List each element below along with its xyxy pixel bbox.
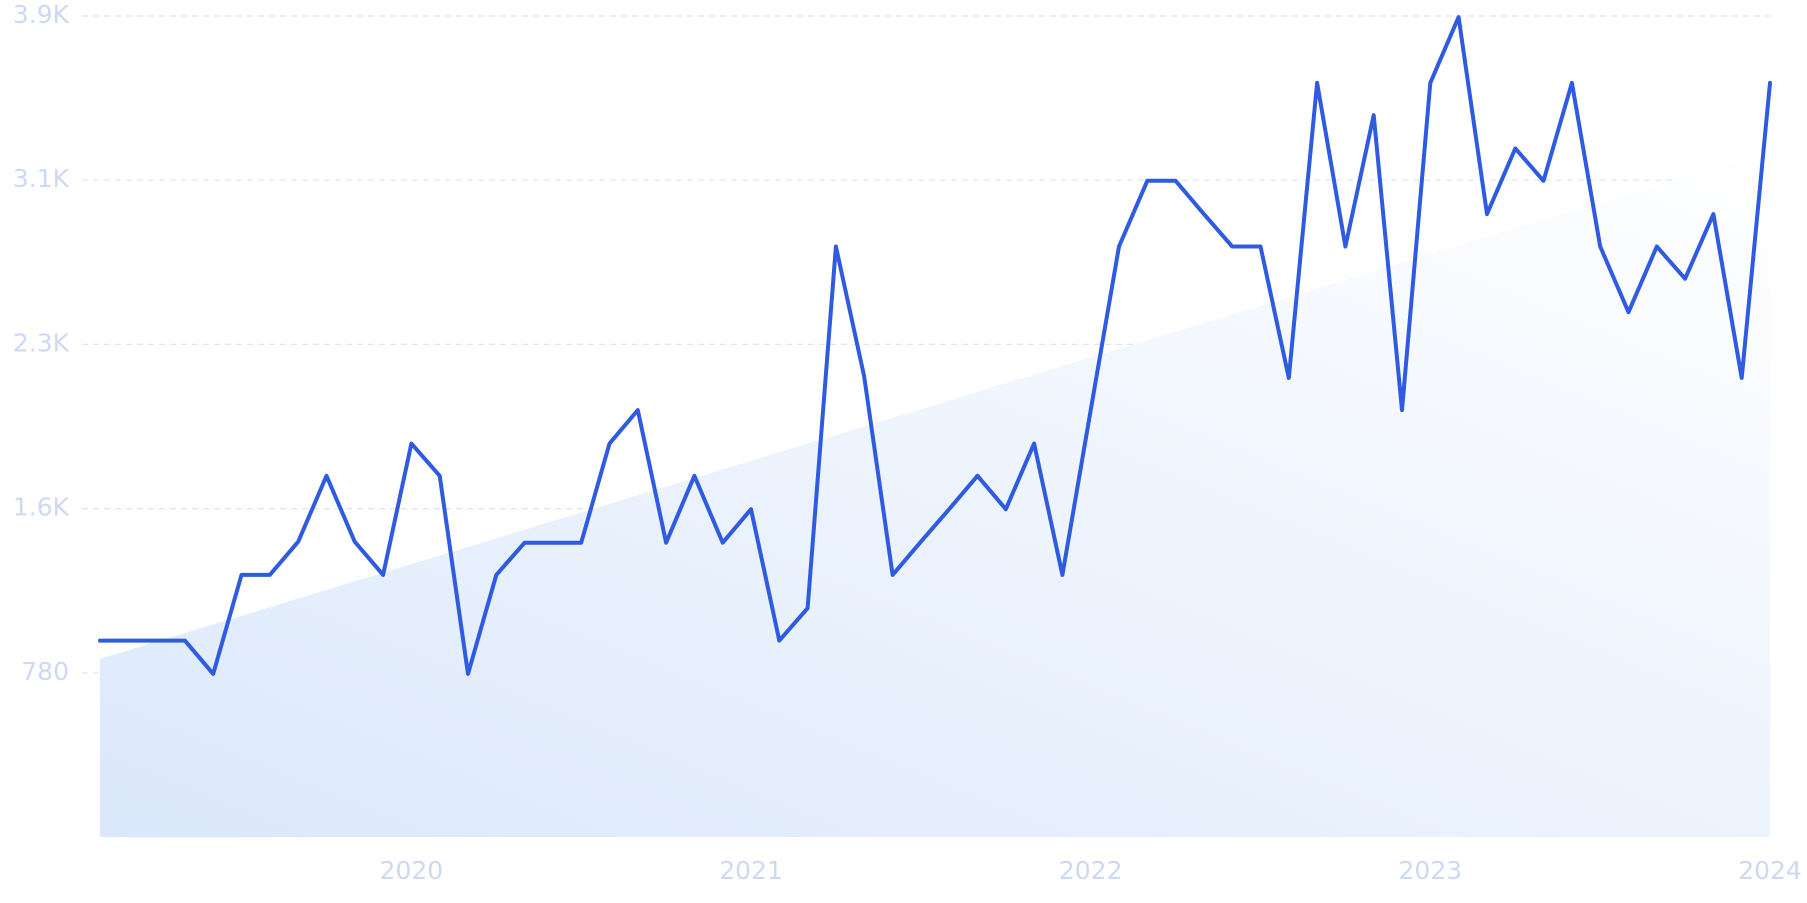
y-tick-label: 3.9K — [13, 0, 70, 29]
y-tick-label: 1.6K — [13, 493, 70, 522]
x-tick-label: 2023 — [1399, 856, 1463, 885]
y-tick-label: 3.1K — [13, 164, 70, 193]
x-tick-label: 2022 — [1059, 856, 1123, 885]
x-tick-label: 2021 — [719, 856, 783, 885]
trend-area — [100, 150, 1770, 837]
y-tick-label: 780 — [21, 657, 69, 686]
x-tick-label: 2024 — [1738, 856, 1802, 885]
x-tick-label: 2020 — [380, 856, 444, 885]
line — [98, 15, 1772, 676]
y-tick-label: 2.3K — [13, 328, 70, 357]
